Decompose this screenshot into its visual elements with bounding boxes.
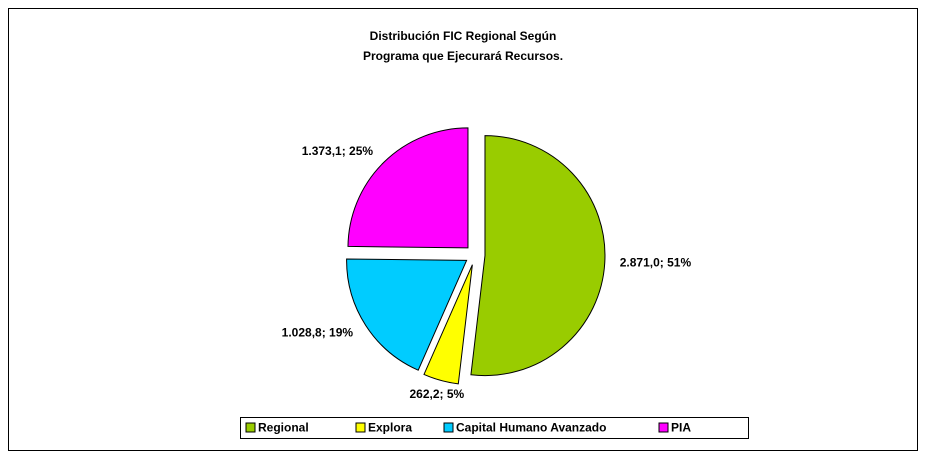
data-label: 262,2; 5%: [409, 387, 464, 401]
pie-slice: [470, 135, 606, 377]
data-label: 1.028,8; 19%: [282, 326, 354, 340]
legend-swatch: [443, 422, 454, 433]
data-label: 1.373,1; 25%: [302, 144, 374, 158]
chart-title: Distribución FIC Regional Según: [370, 29, 557, 43]
legend-label: PIA: [671, 421, 691, 435]
pie-slice: [423, 264, 473, 385]
data-label: 2.871,0; 51%: [620, 256, 692, 270]
pie-slice: [347, 127, 469, 249]
legend-label: Regional: [258, 421, 309, 435]
legend: [240, 417, 749, 439]
legend-swatch: [355, 422, 366, 433]
chart-title: Programa que Ejecurará Recursos.: [363, 49, 563, 63]
legend-label: Capital Humano Avanzado: [456, 421, 606, 435]
legend-swatch: [245, 422, 256, 433]
pie-slice: [346, 258, 468, 371]
legend-label: Explora: [368, 421, 412, 435]
legend-swatch: [658, 422, 669, 433]
